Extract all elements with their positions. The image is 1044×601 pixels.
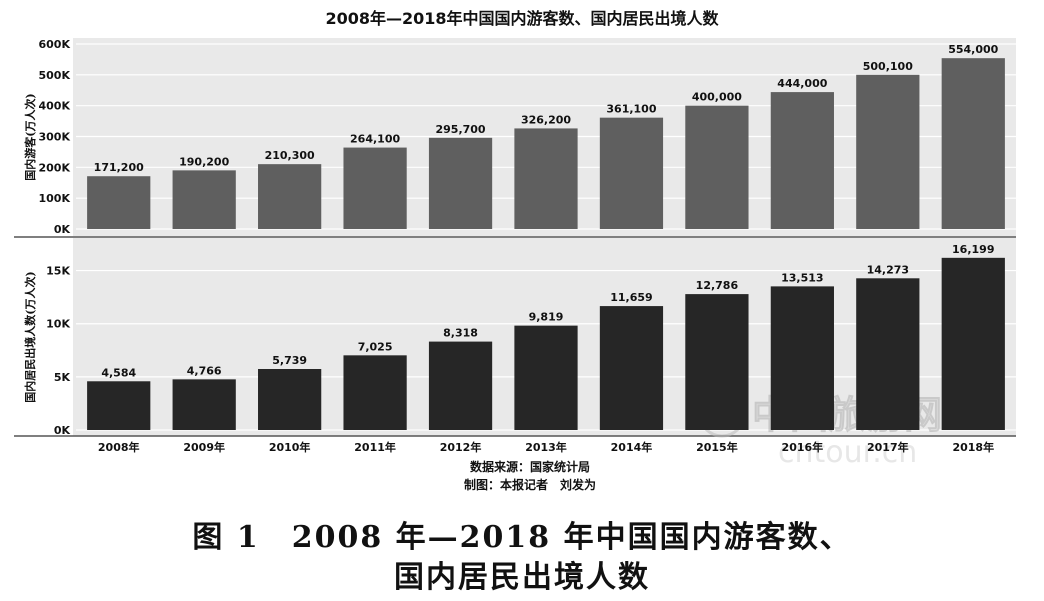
- top-bar-value-label: 264,100: [350, 133, 400, 146]
- top-bar-value-label: 500,100: [863, 60, 913, 73]
- x-tick-label: 2013年: [525, 440, 567, 454]
- bottom-y-tick-label: 10K: [46, 318, 70, 331]
- top-y-ticks: 0K 100K 200K 300K 400K 500K 600K: [39, 38, 71, 236]
- top-bar-value-label: 171,200: [94, 161, 144, 174]
- top-y-tick-label: 400K: [39, 100, 71, 113]
- x-tick-label: 2016年: [782, 440, 824, 454]
- top-y-tick-label: 200K: [39, 161, 71, 174]
- bottom-bar-value-label: 14,273: [867, 263, 909, 276]
- bottom-bar-value-label: 9,819: [529, 311, 564, 324]
- top-bar: [428, 137, 493, 229]
- bottom-bar: [172, 379, 236, 430]
- bottom-bar-value-label: 8,318: [443, 327, 478, 340]
- x-tick-label: 2012年: [440, 440, 482, 454]
- bottom-bar: [770, 286, 834, 430]
- bottom-bar-value-label: 7,025: [358, 340, 393, 353]
- x-tick-label: 2015年: [696, 440, 738, 454]
- top-bar: [343, 147, 407, 229]
- bottom-y-axis-label: 国内居民出境人数(万人次): [23, 271, 37, 402]
- bottom-bar: [685, 294, 749, 430]
- top-y-tick-label: 300K: [39, 131, 71, 144]
- bottom-bar-value-label: 11,659: [610, 291, 652, 304]
- top-bar-value-label: 190,200: [179, 155, 229, 168]
- bottom-y-tick-label: 5K: [54, 371, 71, 384]
- bottom-bar: [343, 355, 407, 430]
- top-y-tick-label: 500K: [39, 69, 71, 82]
- x-tick-label: 2017年: [867, 440, 909, 454]
- top-bar: [685, 105, 749, 229]
- figure-caption-line-1: 图 1 2008 年—2018 年中国国内游客数、: [192, 520, 852, 555]
- x-tick-label: 2008年: [98, 440, 140, 454]
- top-bar: [514, 128, 578, 229]
- bottom-bar-value-label: 13,513: [781, 271, 823, 284]
- bottom-bar: [514, 325, 578, 430]
- credit-note: 制图：本报记者 刘发为: [464, 477, 596, 492]
- bottom-y-tick-label: 15K: [46, 265, 70, 278]
- top-bar-value-label: 554,000: [948, 43, 998, 56]
- bottom-bar-value-label: 12,786: [696, 279, 739, 292]
- x-tick-label: 2011年: [354, 440, 396, 454]
- bottom-bar-value-label: 4,766: [187, 364, 222, 377]
- top-bars: 171,200 190,200 210,300 264,100 295,700 326,2…: [87, 43, 1005, 230]
- bottom-y-tick-label: 0K: [54, 424, 71, 437]
- x-tick-label: 2009年: [183, 440, 225, 454]
- chart-title: 2008年—2018年中国国内游客数、国内居民出境人数: [325, 9, 719, 28]
- x-tick-label: 2018年: [952, 440, 994, 454]
- top-y-axis-label: 国内游客(万人次): [23, 93, 37, 180]
- top-y-tick-label: 0K: [54, 223, 71, 236]
- top-bar: [770, 92, 834, 229]
- x-tick-label: 2014年: [611, 440, 653, 454]
- top-bar: [856, 74, 920, 230]
- bottom-bar: [856, 278, 920, 430]
- bottom-bar: [599, 306, 664, 430]
- top-bar-value-label: 361,100: [606, 103, 656, 116]
- top-bar-value-label: 210,300: [265, 149, 315, 162]
- bottom-bar: [258, 369, 322, 430]
- top-bar-value-label: 295,700: [435, 123, 485, 136]
- top-bar: [172, 170, 236, 229]
- top-bar: [87, 176, 151, 229]
- top-bar: [258, 164, 322, 229]
- bottom-bar: [941, 257, 1005, 430]
- top-bar: [941, 58, 1005, 229]
- top-bar-value-label: 326,200: [521, 113, 571, 126]
- top-bar-value-label: 444,000: [777, 77, 827, 90]
- top-y-tick-label: 600K: [39, 38, 71, 51]
- bottom-bar-value-label: 5,739: [272, 354, 307, 367]
- bottom-bar-value-label: 16,199: [952, 243, 994, 256]
- watermark-url: cntour.cn: [778, 435, 917, 470]
- bottom-bar-value-label: 4,584: [101, 366, 136, 379]
- bottom-bars: 4,584 4,766 5,739 7,025 8,318 9,819 11,659 12,7…: [87, 243, 1005, 430]
- bottom-bar: [87, 381, 151, 430]
- top-bar: [599, 117, 664, 229]
- bottom-bar: [428, 341, 493, 430]
- top-y-tick-label: 100K: [39, 192, 71, 205]
- bottom-y-ticks: 0K 5K 10K 15K: [46, 265, 70, 437]
- figure-caption-line-2: 国内居民出境人数: [394, 560, 650, 595]
- x-ticks: 2008年 2009年 2010年 2011年 2012年 2013年 2014年 2015年…: [98, 440, 994, 454]
- source-note: 数据来源：国家统计局: [470, 459, 590, 474]
- top-bar-value-label: 400,000: [692, 91, 742, 104]
- x-tick-label: 2010年: [269, 440, 311, 454]
